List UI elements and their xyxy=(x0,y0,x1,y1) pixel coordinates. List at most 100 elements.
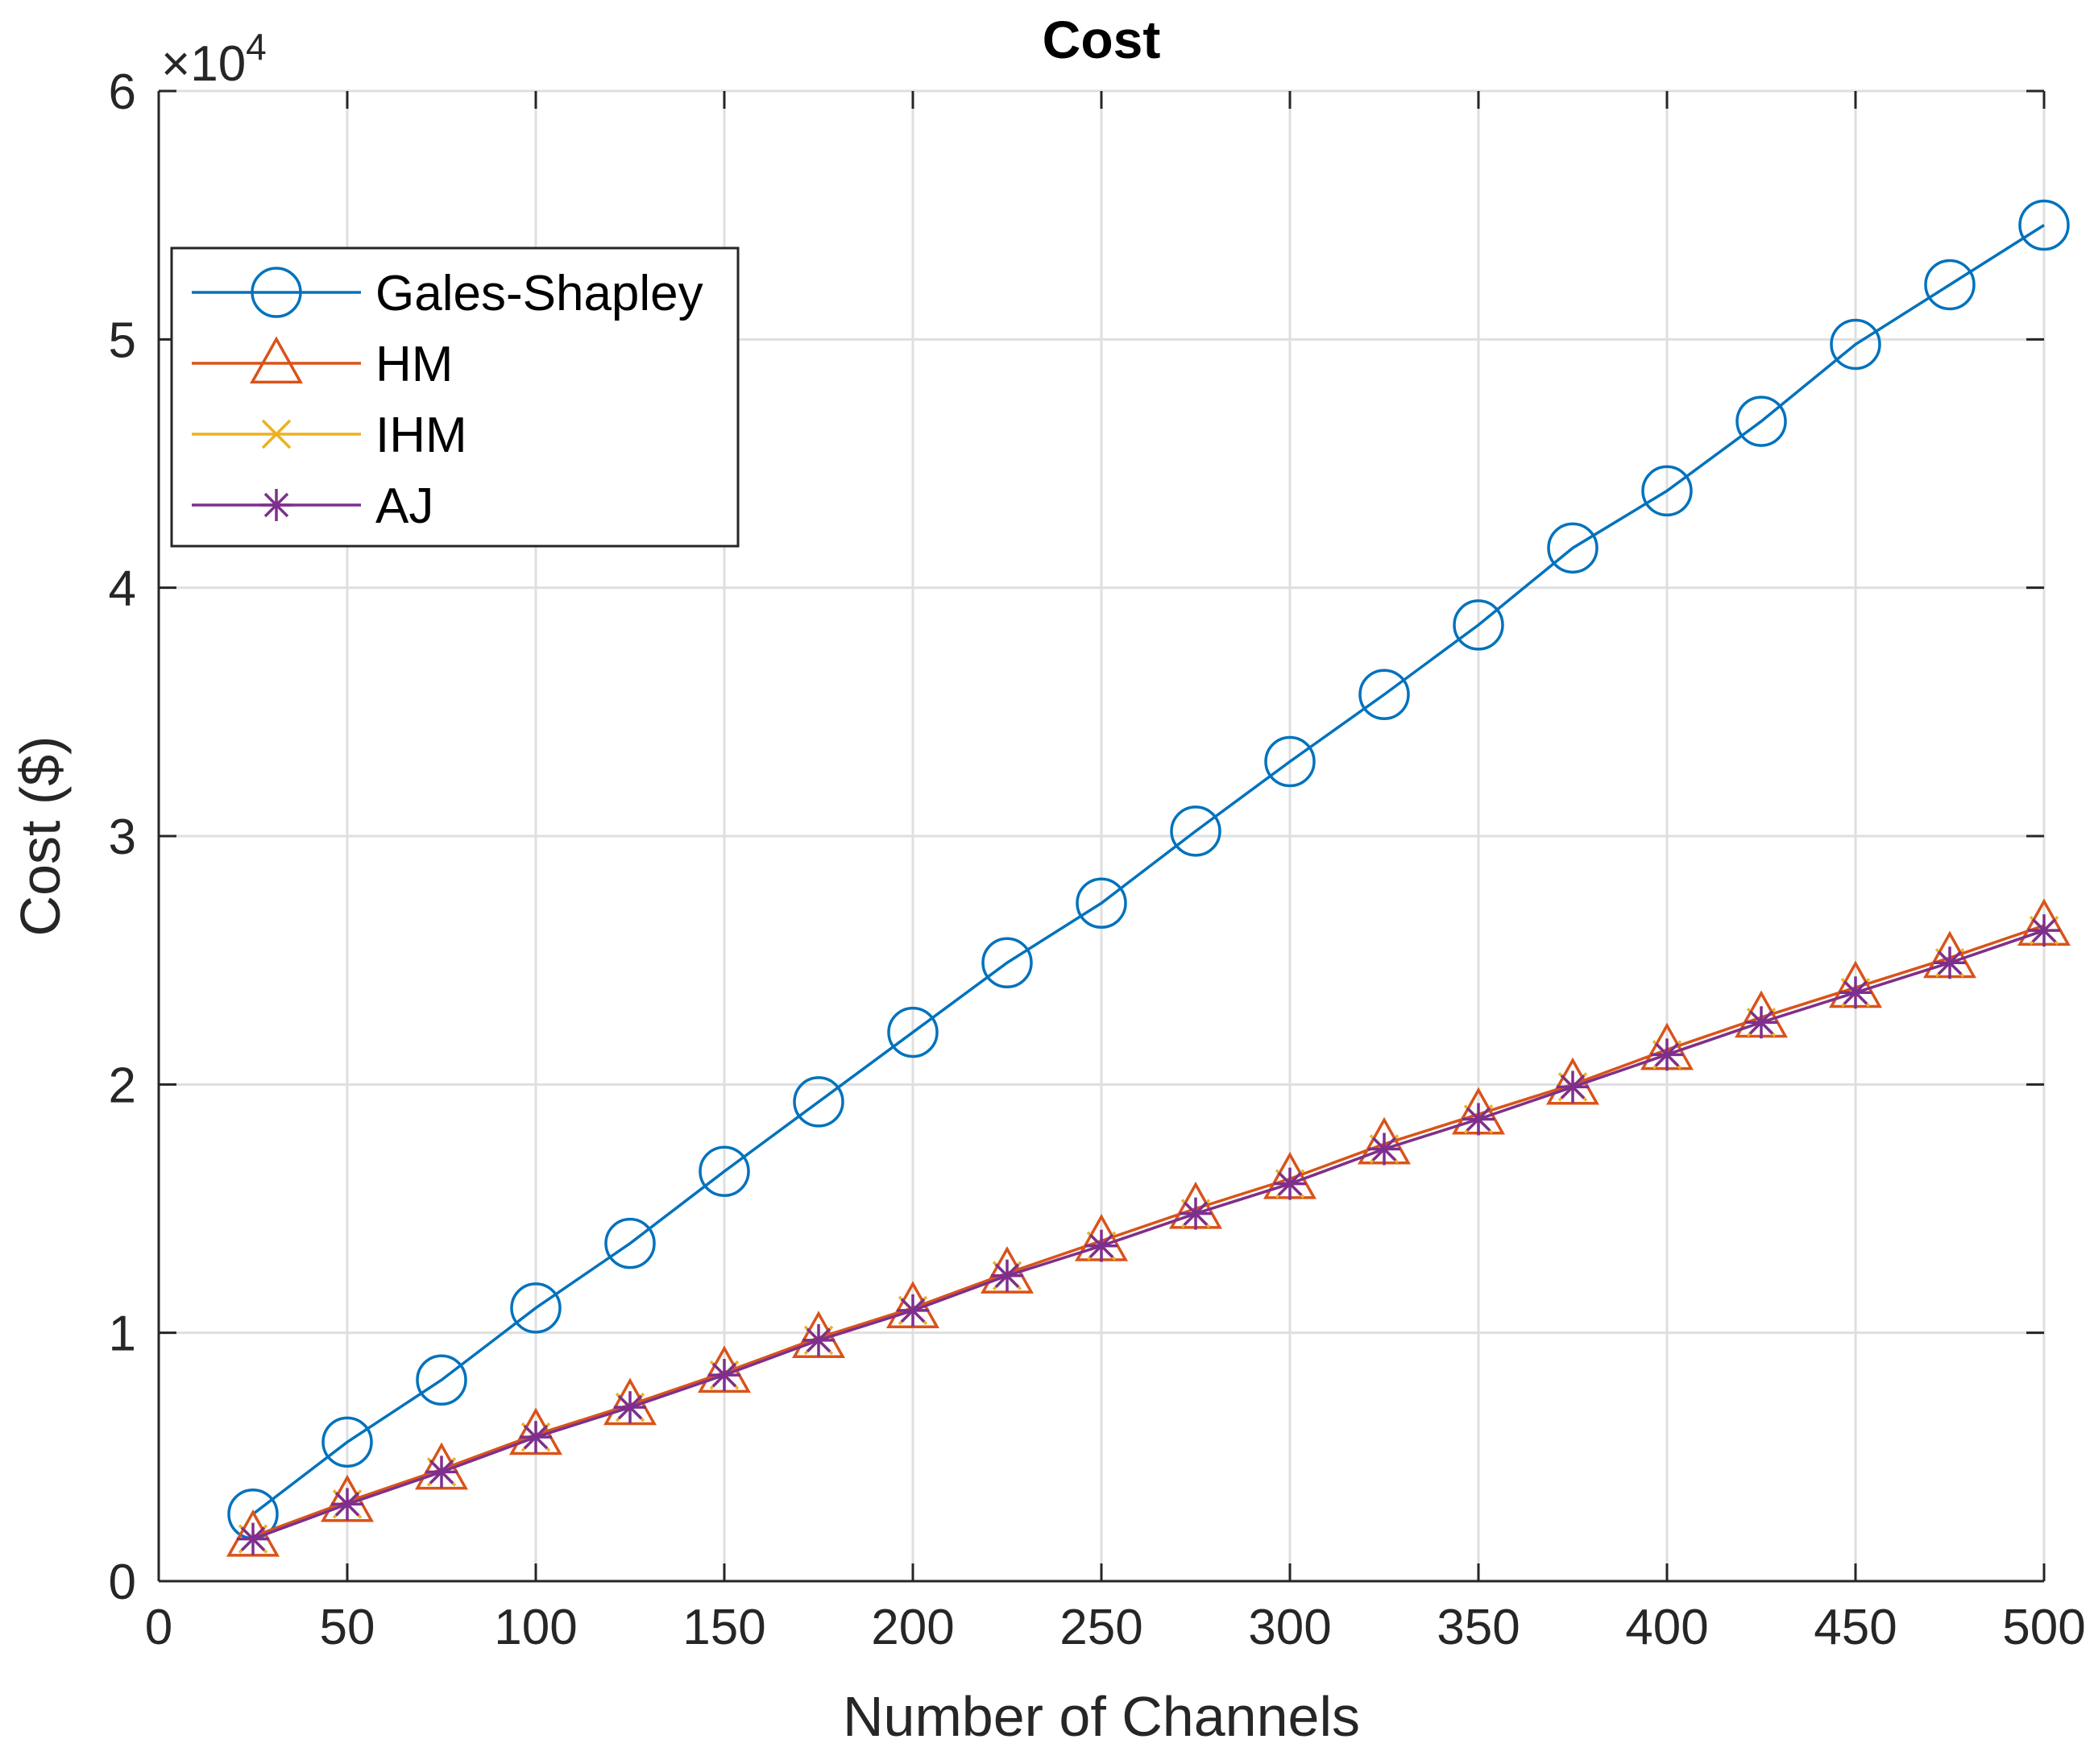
data-point-aj xyxy=(331,1488,363,1521)
data-point-gales-shapley xyxy=(321,1416,373,1468)
x-tick-label: 500 xyxy=(2002,1600,2085,1655)
triangle-marker-shape xyxy=(250,336,303,384)
y-tick-label: 1 xyxy=(109,1306,136,1362)
legend-swatch-marker xyxy=(250,336,303,384)
legend-item-ihm: IHM xyxy=(192,408,467,463)
y-tick-label: 3 xyxy=(109,810,136,865)
data-point-gales-shapley xyxy=(1924,259,1976,311)
y-tick-label: 4 xyxy=(109,561,136,617)
data-point-gales-shapley xyxy=(1264,735,1316,788)
data-point-aj xyxy=(802,1323,835,1356)
circle-marker-shape xyxy=(251,267,302,318)
legend-swatch-marker xyxy=(251,267,302,318)
data-point-aj xyxy=(1745,1006,1777,1039)
data-point-aj xyxy=(1368,1133,1400,1166)
data-point-gales-shapley xyxy=(1170,805,1221,857)
data-point-gales-shapley xyxy=(1076,877,1127,929)
data-point-aj xyxy=(1180,1197,1212,1230)
legend: Gales-Shapley HM IHM AJ xyxy=(170,246,740,548)
circle-marker-shape xyxy=(604,1217,656,1269)
data-point-aj xyxy=(1934,946,1966,979)
circle-marker-shape xyxy=(1076,877,1127,929)
legend-label: IHM xyxy=(375,408,467,463)
data-point-aj xyxy=(1839,976,1872,1009)
data-point-aj xyxy=(1085,1229,1117,1262)
circle-marker-shape xyxy=(416,1354,467,1406)
series-line-aj xyxy=(252,929,2045,1541)
data-point-gales-shapley xyxy=(699,1145,750,1197)
circle-marker-shape xyxy=(1453,599,1504,651)
data-point-gales-shapley xyxy=(1641,465,1693,517)
legend-item-gales-shapley: Gales-Shapley xyxy=(192,266,703,321)
data-point-gales-shapley xyxy=(793,1076,844,1128)
x-marker-stroke xyxy=(261,419,292,449)
data-point-gales-shapley xyxy=(1830,318,1881,371)
circle-marker-shape xyxy=(1830,318,1881,371)
circle-marker-shape xyxy=(1358,669,1410,720)
circle-marker-shape xyxy=(887,1006,939,1058)
circle-marker-shape xyxy=(1170,805,1221,857)
circle-marker-shape xyxy=(1735,395,1787,447)
x-tick-label: 350 xyxy=(1437,1600,1520,1655)
circle-marker-shape xyxy=(1264,735,1316,788)
x-tick-label: 400 xyxy=(1625,1600,1708,1655)
data-point-aj xyxy=(425,1456,458,1489)
legend-item-aj: AJ xyxy=(192,478,433,534)
data-point-gales-shapley xyxy=(887,1006,939,1058)
y-tick-label: 2 xyxy=(109,1058,136,1113)
chart-title: Cost xyxy=(1043,10,1161,69)
y-tick-label: 0 xyxy=(109,1555,136,1610)
circle-marker-shape xyxy=(1641,465,1693,517)
data-point-gales-shapley xyxy=(981,937,1033,988)
data-point-aj xyxy=(1462,1103,1495,1136)
x-tick-label: 250 xyxy=(1059,1600,1142,1655)
x-axis-label: Number of Channels xyxy=(843,1685,1360,1748)
series-layer xyxy=(226,199,2071,1557)
data-point-aj xyxy=(237,1522,269,1555)
data-point-gales-shapley xyxy=(1453,599,1504,651)
x-tick-label: 300 xyxy=(1248,1600,1331,1655)
x-tick-label: 450 xyxy=(1814,1600,1897,1655)
y-exponent-power: 4 xyxy=(246,26,267,68)
circle-marker-shape xyxy=(1547,522,1598,574)
data-point-aj xyxy=(708,1359,740,1392)
circle-marker-shape xyxy=(510,1282,562,1334)
data-point-gales-shapley xyxy=(1735,395,1787,447)
y-tick-label: 6 xyxy=(109,64,136,120)
circle-marker-shape xyxy=(2018,199,2070,251)
data-point-gales-shapley xyxy=(510,1282,562,1334)
legend-label: HM xyxy=(375,337,453,392)
circle-marker-shape xyxy=(699,1145,750,1197)
data-point-aj xyxy=(520,1421,552,1454)
data-point-gales-shapley xyxy=(1547,522,1598,574)
data-point-aj xyxy=(1651,1038,1683,1071)
data-point-aj xyxy=(897,1294,929,1327)
legend-swatch-marker xyxy=(261,419,292,449)
x-tick-label: 50 xyxy=(320,1600,375,1655)
data-point-gales-shapley xyxy=(416,1354,467,1406)
legend-swatch-marker xyxy=(260,489,292,521)
data-point-aj xyxy=(1274,1167,1306,1200)
data-point-aj xyxy=(614,1391,646,1424)
legend-label: AJ xyxy=(375,478,433,534)
y-exponent-base: ×10 xyxy=(161,36,246,92)
data-point-gales-shapley xyxy=(604,1217,656,1269)
data-point-aj xyxy=(991,1259,1023,1292)
data-point-aj xyxy=(1557,1070,1589,1104)
data-point-gales-shapley xyxy=(1358,669,1410,720)
legend-label: Gales-Shapley xyxy=(375,266,703,321)
legend-items: Gales-Shapley HM IHM AJ xyxy=(192,266,703,534)
y-exponent-label: ×104 xyxy=(161,26,267,92)
series-aj xyxy=(237,914,2060,1555)
axes: 0 50 100 150 200 250 300 350 400 450 500 0 1 2 3 4 5 6 xyxy=(109,64,2086,1655)
y-tick-label: 5 xyxy=(109,313,136,368)
circle-marker-shape xyxy=(321,1416,373,1468)
data-point-gales-shapley xyxy=(2018,199,2070,251)
x-tick-label: 150 xyxy=(682,1600,765,1655)
legend-item-hm: HM xyxy=(192,336,453,392)
circle-marker-shape xyxy=(1924,259,1976,311)
series-gales-shapley xyxy=(227,199,2070,1540)
circle-marker-shape xyxy=(981,937,1033,988)
x-tick-label: 200 xyxy=(871,1600,954,1655)
